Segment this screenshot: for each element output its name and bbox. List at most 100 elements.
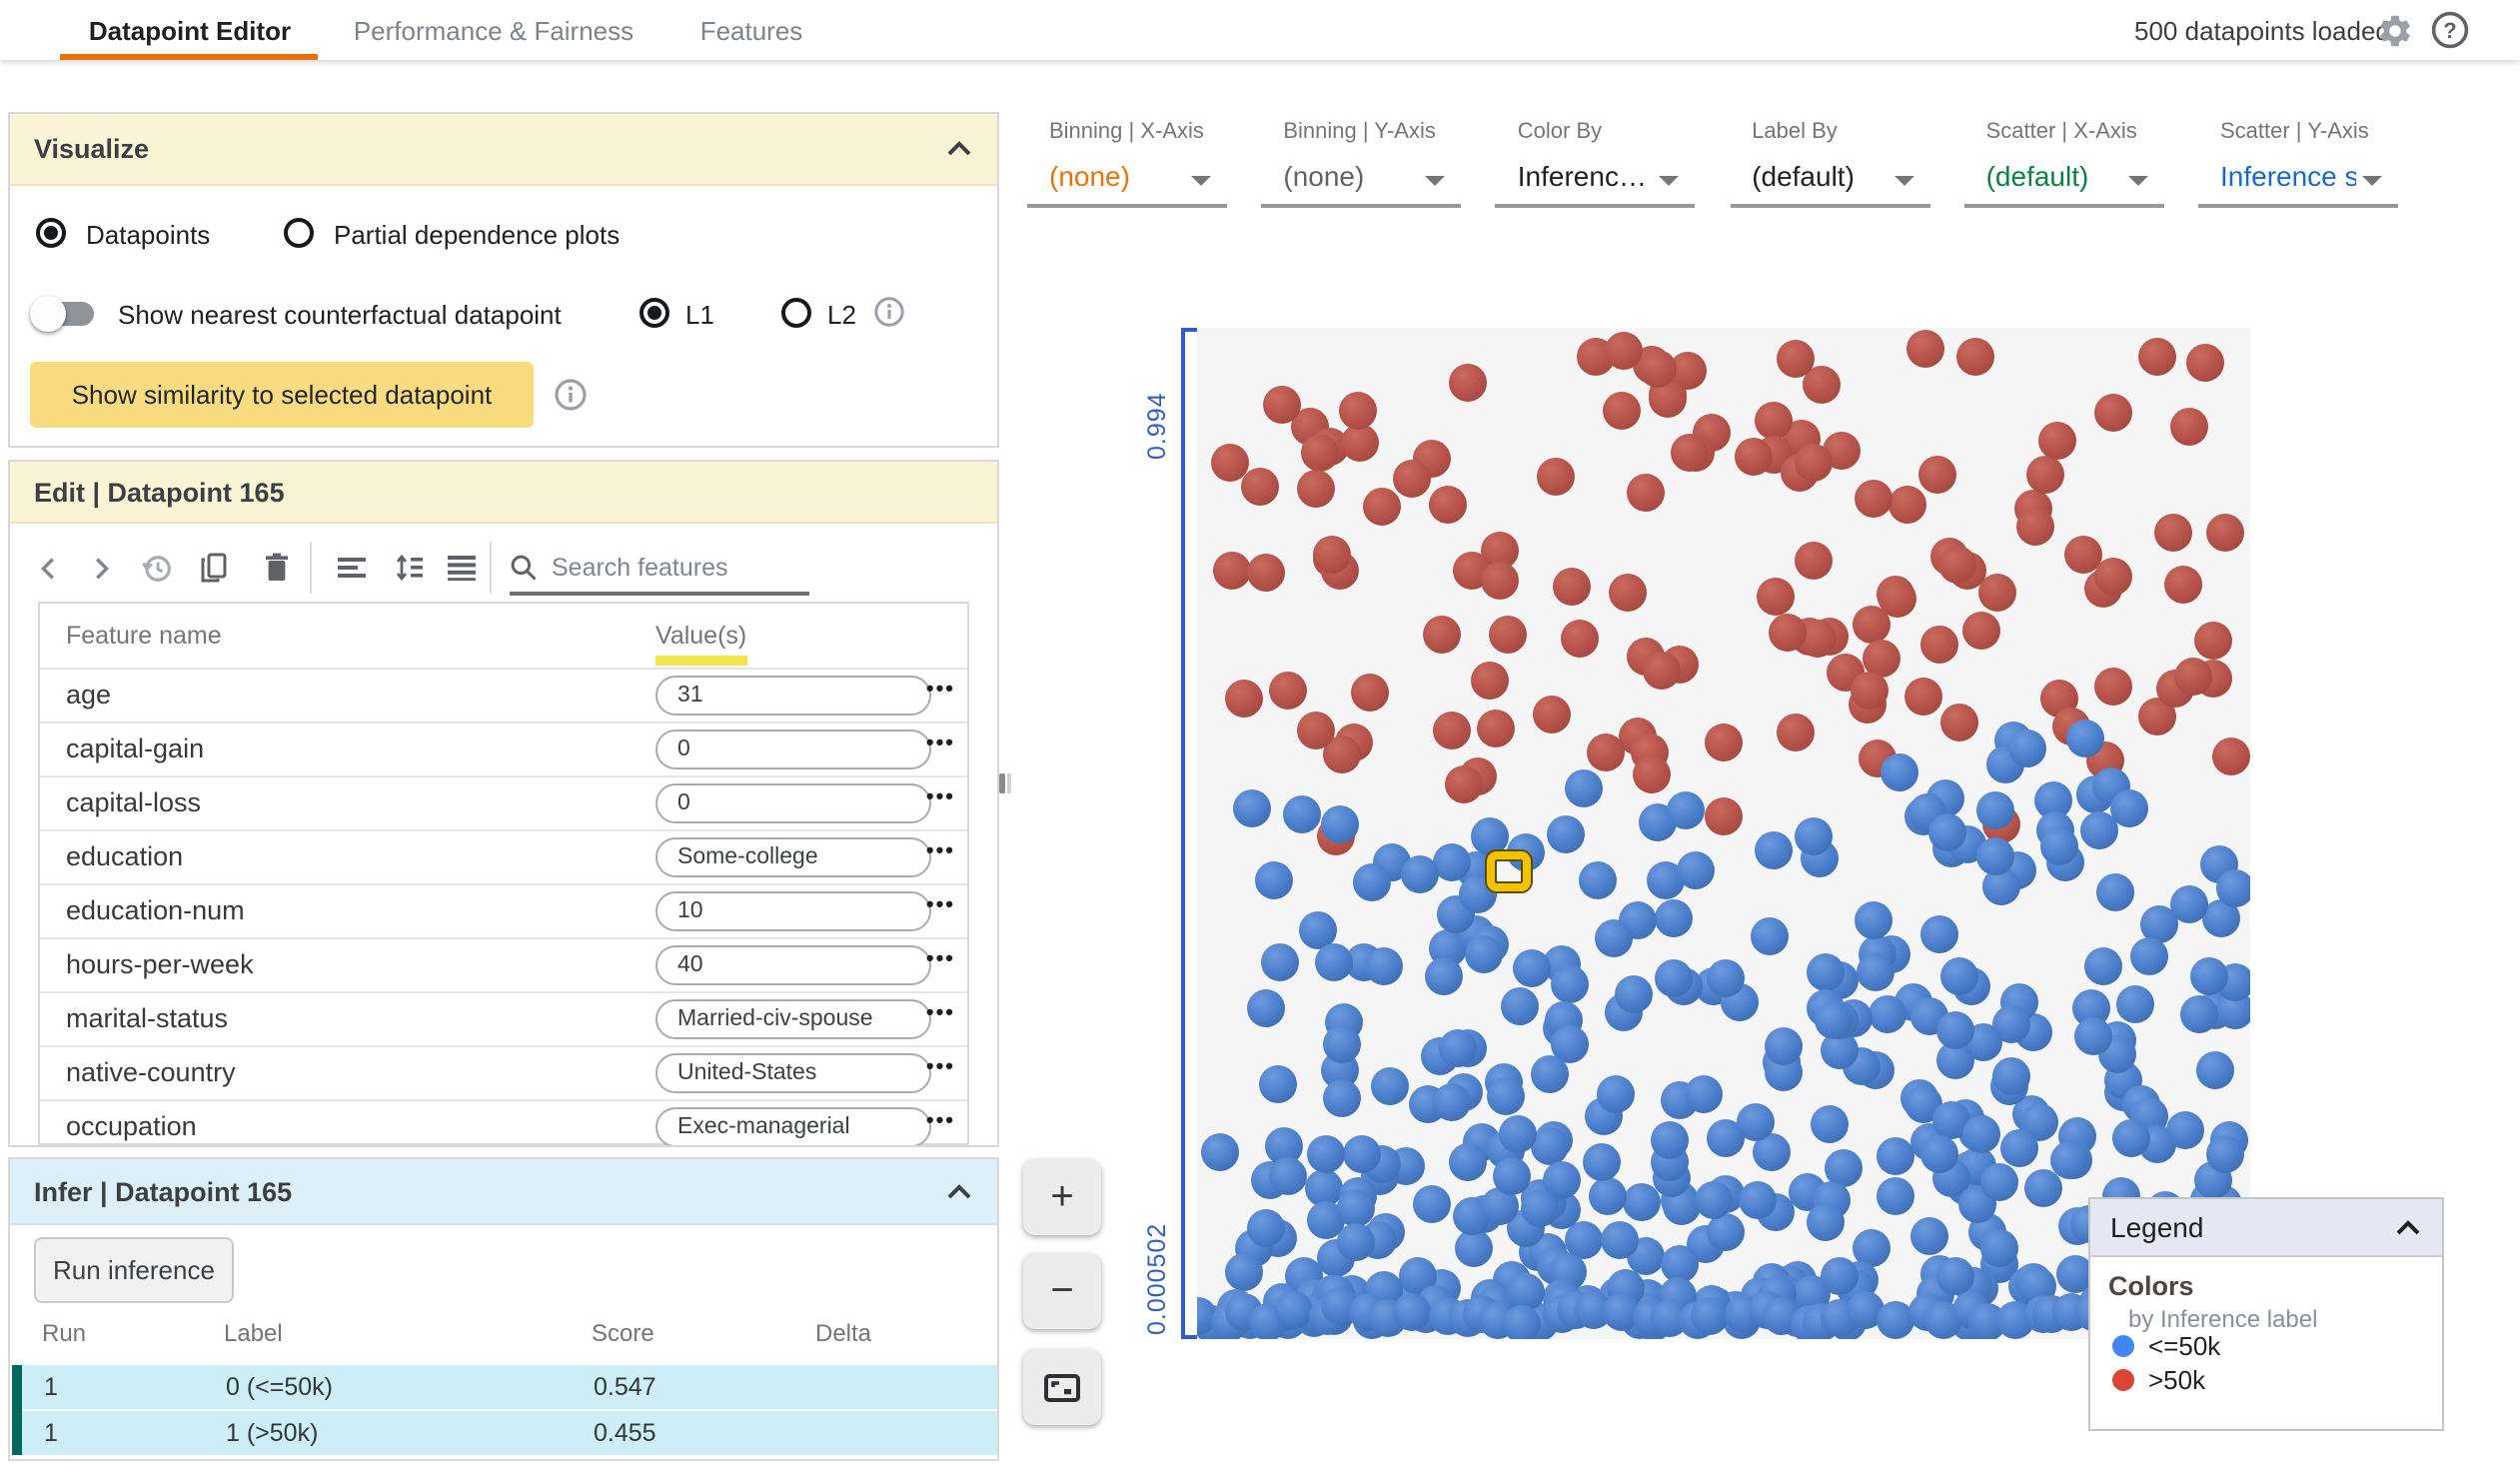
datapoint-dot[interactable]: [2055, 1254, 2094, 1293]
datapoint-dot[interactable]: [1707, 959, 1746, 997]
view-dense-list-icon[interactable]: [440, 546, 484, 590]
settings-gear-icon[interactable]: [2374, 10, 2414, 50]
similarity-info-icon[interactable]: [554, 378, 588, 422]
datapoint-dot[interactable]: [1601, 1221, 1640, 1260]
datapoint-dot[interactable]: [1961, 1114, 2000, 1153]
dropdown-field[interactable]: (default): [1730, 154, 1930, 208]
datapoint-dot[interactable]: [1754, 830, 1793, 869]
l2-radio[interactable]: [781, 298, 811, 338]
run-inference-button[interactable]: Run inference: [34, 1237, 234, 1303]
datapoint-dot[interactable]: [1432, 711, 1470, 749]
datapoint-dot[interactable]: [1213, 551, 1252, 590]
selected-datapoint-marker[interactable]: [1486, 850, 1531, 891]
datapoint-dot[interactable]: [1304, 1168, 1342, 1207]
inference-result-row[interactable]: 1 0 (<=50k) 0.547: [12, 1365, 997, 1409]
duplicate-datapoint-icon[interactable]: [192, 546, 236, 590]
datapoint-dot[interactable]: [1254, 861, 1293, 899]
datapoint-dot[interactable]: [1296, 711, 1335, 749]
datapoint-dot[interactable]: [1401, 855, 1440, 894]
datapoint-dot[interactable]: [1454, 1228, 1493, 1267]
datapoint-dot[interactable]: [1862, 639, 1900, 678]
datapoint-dot[interactable]: [1979, 1229, 2018, 1268]
datapoint-dot[interactable]: [1978, 574, 2016, 613]
delete-datapoint-icon[interactable]: [254, 546, 298, 590]
datapoint-dot[interactable]: [1757, 578, 1796, 617]
collapse-chevron-icon[interactable]: [945, 1182, 973, 1200]
datapoint-dot[interactable]: [1471, 817, 1510, 855]
values-column-header[interactable]: Value(s): [655, 622, 747, 650]
feature-value-input[interactable]: Exec-managerial: [655, 1107, 931, 1145]
datapoint-dot[interactable]: [1776, 714, 1815, 752]
datapoint-dot[interactable]: [1706, 1119, 1744, 1158]
datapoint-dot[interactable]: [1655, 959, 1694, 998]
datapoint-dot[interactable]: [1976, 837, 2015, 876]
datapoint-dot[interactable]: [1486, 1077, 1525, 1115]
datapoint-dot[interactable]: [1738, 1181, 1777, 1220]
dropdown-field[interactable]: Inferenc…: [1495, 154, 1696, 208]
datapoint-dot[interactable]: [2211, 736, 2250, 774]
scatter-plot[interactable]: [1197, 328, 2250, 1339]
tab-performance-fairness[interactable]: Performance & Fairness: [326, 0, 661, 60]
datapoint-dot[interactable]: [1301, 434, 1340, 473]
datapoint-dot[interactable]: [2170, 407, 2208, 446]
datapoint-dot[interactable]: [2165, 1110, 2203, 1149]
datapoint-dot[interactable]: [1794, 542, 1832, 581]
datapoint-dot[interactable]: [1608, 573, 1647, 611]
datapoint-dot[interactable]: [1876, 1177, 1914, 1216]
datapoint-dot[interactable]: [1811, 1104, 1850, 1142]
datapoint-dot[interactable]: [1492, 1157, 1530, 1196]
datapoint-dot[interactable]: [2189, 956, 2228, 995]
feature-value-input[interactable]: 0: [655, 730, 931, 769]
datapoint-dot[interactable]: [1449, 1142, 1488, 1181]
datapoint-dot[interactable]: [1919, 1135, 1958, 1174]
datapoint-dot[interactable]: [1341, 424, 1380, 463]
datapoint-dot[interactable]: [1449, 364, 1488, 402]
dropdown-binning-y-axis[interactable]: Binning | Y-Axis (none): [1261, 120, 1462, 208]
dropdown-color-by[interactable]: Color By Inferenc…: [1495, 120, 1696, 208]
datapoint-dot[interactable]: [1241, 468, 1280, 507]
infer-panel-header[interactable]: Infer | Datapoint 165: [10, 1159, 997, 1225]
datapoint-dot[interactable]: [1694, 1180, 1732, 1219]
datapoint-dot[interactable]: [1551, 964, 1590, 1003]
datapoint-dot[interactable]: [2195, 1051, 2234, 1090]
datapoint-dot[interactable]: [2074, 1016, 2113, 1054]
datapoint-dot[interactable]: [2154, 514, 2193, 552]
view-sorted-list-icon[interactable]: [386, 546, 430, 590]
datapoint-dot[interactable]: [1321, 805, 1360, 844]
datapoint-dot[interactable]: [1342, 1134, 1381, 1173]
dropdown-field[interactable]: (default): [1963, 154, 2164, 208]
datapoint-dot[interactable]: [1755, 402, 1794, 441]
datapoint-dot[interactable]: [2065, 720, 2104, 758]
datapoint-dot[interactable]: [1734, 437, 1773, 476]
datapoint-dot[interactable]: [1938, 545, 1977, 584]
help-icon[interactable]: ?: [2430, 10, 2470, 50]
datapoint-dot[interactable]: [1639, 349, 1678, 387]
datapoint-dot[interactable]: [1920, 915, 1958, 954]
collapse-chevron-icon[interactable]: [2394, 1218, 2422, 1236]
datapoint-dot[interactable]: [1512, 949, 1551, 988]
datapoint-dot[interactable]: [1428, 485, 1467, 524]
datapoint-dot[interactable]: [1350, 673, 1388, 711]
reset-zoom-button[interactable]: [1023, 1349, 1101, 1425]
datapoint-dot[interactable]: [1489, 616, 1528, 654]
datapoint-dot[interactable]: [1705, 724, 1744, 762]
datapoint-dot[interactable]: [2095, 872, 2133, 911]
dropdown-field[interactable]: (none): [1261, 154, 1462, 208]
datapoint-dot[interactable]: [1210, 443, 1249, 482]
dropdown-field[interactable]: Inference s: [2198, 154, 2398, 208]
datapoint-dot[interactable]: [1499, 1114, 1538, 1153]
datapoint-dot[interactable]: [1336, 1189, 1375, 1227]
tab-datapoint-editor[interactable]: Datapoint Editor: [60, 0, 320, 60]
datapoint-dot[interactable]: [1999, 1129, 2038, 1168]
datapoint-dot[interactable]: [1583, 1142, 1622, 1181]
datapoint-dot[interactable]: [1627, 474, 1666, 513]
datapoint-dot[interactable]: [1940, 956, 1979, 994]
datapoint-dot[interactable]: [1465, 934, 1504, 973]
datapoint-dot[interactable]: [1477, 709, 1516, 746]
datapoint-dot[interactable]: [1261, 942, 1300, 981]
datapoint-dot[interactable]: [1602, 391, 1641, 429]
datapoint-dot[interactable]: [1225, 679, 1264, 718]
datapoint-dot[interactable]: [1927, 813, 1965, 852]
datapoint-dot[interactable]: [1807, 952, 1846, 990]
datapoint-dot[interactable]: [1306, 1134, 1345, 1173]
